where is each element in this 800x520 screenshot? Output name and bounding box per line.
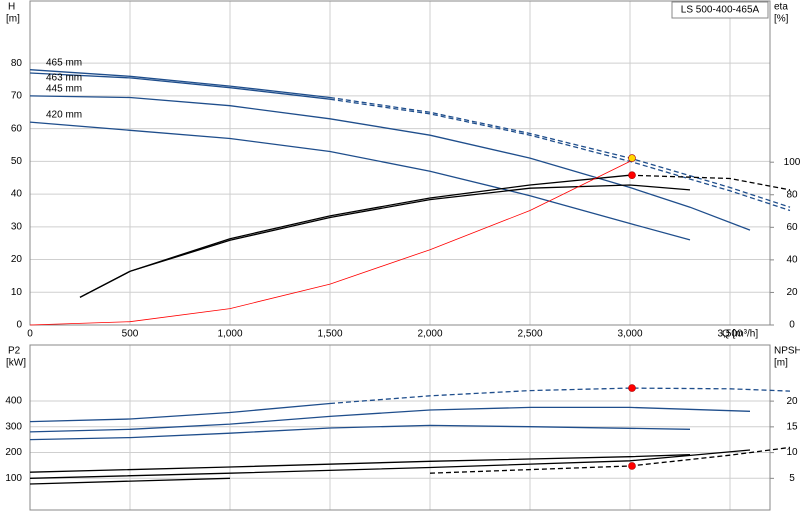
curve-label: 465 mm — [46, 57, 82, 68]
curve — [79, 184, 691, 298]
curve — [329, 96, 791, 208]
curve — [329, 387, 791, 405]
y-tick-label: 0 — [16, 320, 22, 331]
x-tick-label: 2,000 — [417, 329, 442, 340]
y-tick-label: 200 — [5, 447, 22, 458]
y2-axis-label: eta — [774, 2, 788, 13]
y2-tick-label: 100 — [784, 157, 800, 168]
title-box — [671, 1, 769, 19]
y2-tick-label: 0 — [789, 320, 795, 331]
y-tick-label: 100 — [5, 473, 22, 484]
curve-label: 445 mm — [46, 84, 82, 95]
y-axis-unit: [m] — [6, 14, 20, 25]
y-tick-label: 40 — [11, 189, 23, 200]
y-axis-unit: [kW] — [6, 358, 26, 369]
curve — [29, 424, 691, 441]
x-tick-label: 3,000 — [617, 329, 642, 340]
y2-tick-label: 5 — [789, 473, 795, 484]
y-tick-label: 400 — [5, 396, 22, 407]
duty-point — [628, 384, 636, 392]
y-tick-label: 60 — [11, 123, 23, 134]
curve — [29, 121, 691, 241]
x-axis-label: Q [m³/h] — [722, 329, 758, 340]
curve — [29, 477, 231, 485]
curve — [29, 95, 751, 231]
chart-title: LS 500-400-465A — [681, 5, 760, 16]
curve — [29, 406, 751, 433]
y-tick-label: 20 — [11, 254, 23, 265]
x-tick-label: 1,000 — [217, 329, 242, 340]
x-tick-label: 500 — [122, 329, 139, 340]
y2-tick-label: 20 — [786, 396, 798, 407]
curve — [629, 174, 791, 191]
duty-point — [628, 154, 636, 162]
y2-tick-label: 10 — [786, 447, 798, 458]
x-tick-label: 1,500 — [317, 329, 342, 340]
curve-label: 420 mm — [46, 110, 82, 121]
curve — [29, 402, 331, 423]
y2-tick-label: 20 — [786, 287, 798, 298]
curve-label: 463 mm — [46, 73, 82, 84]
plot-frame — [29, 344, 771, 511]
x-tick-label: 0 — [27, 329, 33, 340]
curve — [29, 69, 331, 99]
y2-tick-label: 15 — [786, 421, 798, 432]
y2-tick-label: 80 — [786, 189, 798, 200]
y-tick-label: 30 — [11, 221, 23, 232]
curve — [29, 449, 751, 479]
curve — [429, 446, 791, 474]
y-tick-label: 300 — [5, 421, 22, 432]
y-axis-label: H — [8, 2, 15, 13]
curve — [329, 98, 791, 212]
y-tick-label: 80 — [11, 58, 23, 69]
y2-tick-label: 60 — [786, 222, 798, 233]
y-tick-label: 10 — [11, 287, 23, 298]
curve — [29, 161, 631, 326]
y2-axis-unit: [%] — [774, 14, 789, 25]
y2-axis-unit: [m] — [774, 358, 788, 369]
curve — [29, 454, 691, 473]
y2-axis-label: NPSH — [774, 346, 800, 357]
y-axis-label: P2 — [8, 346, 21, 357]
duty-point — [628, 462, 636, 470]
plot-frame — [29, 0, 771, 326]
y2-tick-label: 40 — [786, 255, 798, 266]
y-tick-label: 70 — [11, 91, 23, 102]
x-tick-label: 3,500 — [717, 329, 742, 340]
x-tick-label: 2,500 — [517, 329, 542, 340]
curve — [29, 72, 331, 100]
y-tick-label: 50 — [11, 156, 23, 167]
duty-point — [628, 171, 636, 180]
